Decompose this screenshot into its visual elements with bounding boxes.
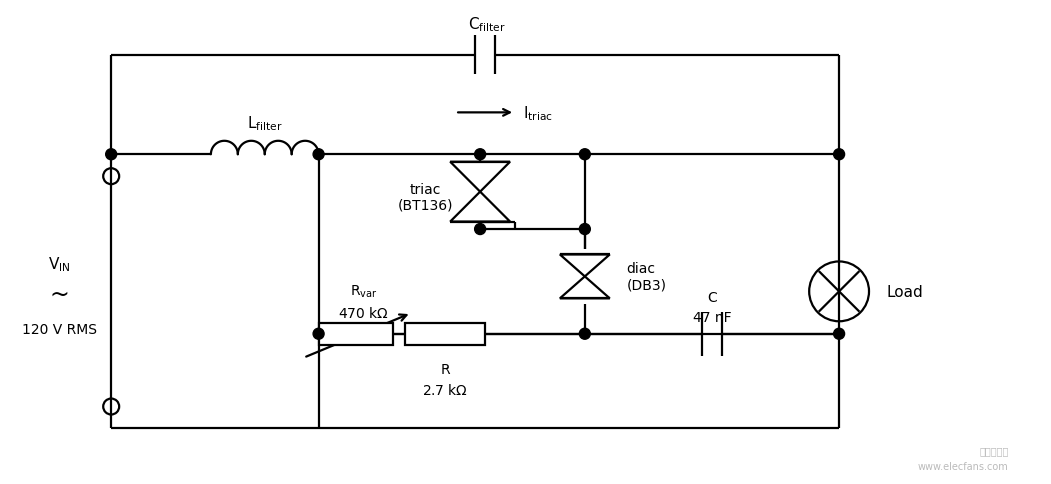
Circle shape [579, 224, 591, 235]
Circle shape [833, 150, 845, 160]
Circle shape [106, 150, 117, 160]
Text: R$_{\mathsf{var}}$: R$_{\mathsf{var}}$ [350, 283, 377, 299]
Text: C$_{\mathsf{filter}}$: C$_{\mathsf{filter}}$ [469, 15, 506, 33]
Text: Load: Load [887, 284, 924, 299]
Circle shape [475, 224, 486, 235]
Text: ~: ~ [49, 282, 69, 306]
Text: triac
(BT136): triac (BT136) [397, 182, 453, 212]
Text: 120 V RMS: 120 V RMS [22, 322, 97, 336]
Text: R: R [440, 362, 450, 376]
Text: www.elecfans.com: www.elecfans.com [918, 461, 1009, 471]
Text: 47 nF: 47 nF [693, 310, 731, 324]
Text: 电子发烧友: 电子发烧友 [980, 445, 1009, 455]
Circle shape [475, 150, 486, 160]
Circle shape [833, 329, 845, 339]
Circle shape [313, 329, 324, 339]
Circle shape [579, 150, 591, 160]
Bar [318, 323, 393, 345]
Text: L$_{\mathsf{filter}}$: L$_{\mathsf{filter}}$ [247, 114, 283, 133]
Text: 470 k$\Omega$: 470 k$\Omega$ [338, 305, 390, 320]
Text: 2.7 k$\Omega$: 2.7 k$\Omega$ [423, 382, 468, 397]
Circle shape [579, 329, 591, 339]
Text: diac
(DB3): diac (DB3) [626, 262, 666, 292]
Text: I$_{\mathsf{triac}}$: I$_{\mathsf{triac}}$ [523, 104, 553, 122]
Text: C: C [707, 290, 717, 304]
Circle shape [313, 150, 324, 160]
Text: V$_{\mathsf{IN}}$: V$_{\mathsf{IN}}$ [48, 255, 70, 273]
Bar [406, 323, 486, 345]
